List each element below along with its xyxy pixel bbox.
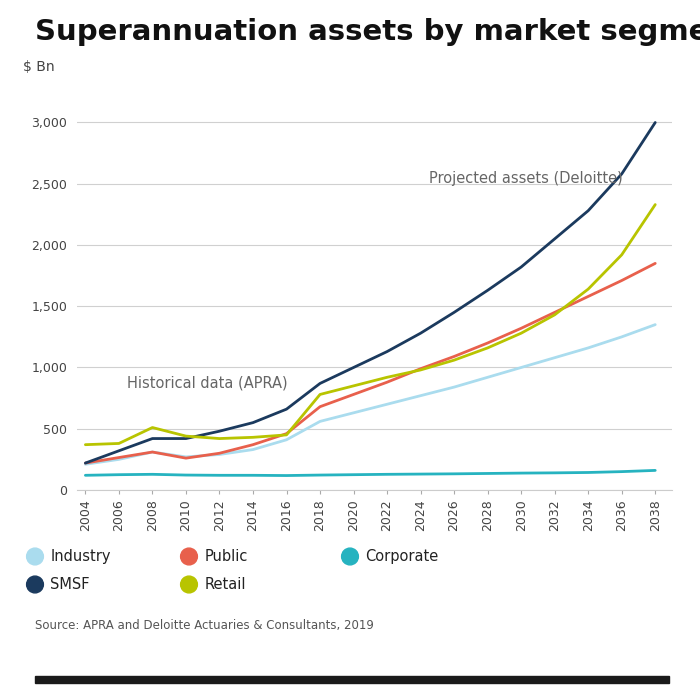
Text: Projected assets (Deloitte): Projected assets (Deloitte) <box>429 172 623 186</box>
Text: SMSF: SMSF <box>50 577 90 592</box>
Text: Superannuation assets by market segment: Superannuation assets by market segment <box>35 18 700 46</box>
Text: Corporate: Corporate <box>365 549 439 564</box>
Text: Historical data (APRA): Historical data (APRA) <box>127 376 288 391</box>
Text: Public: Public <box>204 549 248 564</box>
Text: Industry: Industry <box>50 549 111 564</box>
Text: Retail: Retail <box>204 577 246 592</box>
Text: Source: APRA and Deloitte Actuaries & Consultants, 2019: Source: APRA and Deloitte Actuaries & Co… <box>35 620 374 633</box>
Text: $ Bn: $ Bn <box>24 60 55 74</box>
